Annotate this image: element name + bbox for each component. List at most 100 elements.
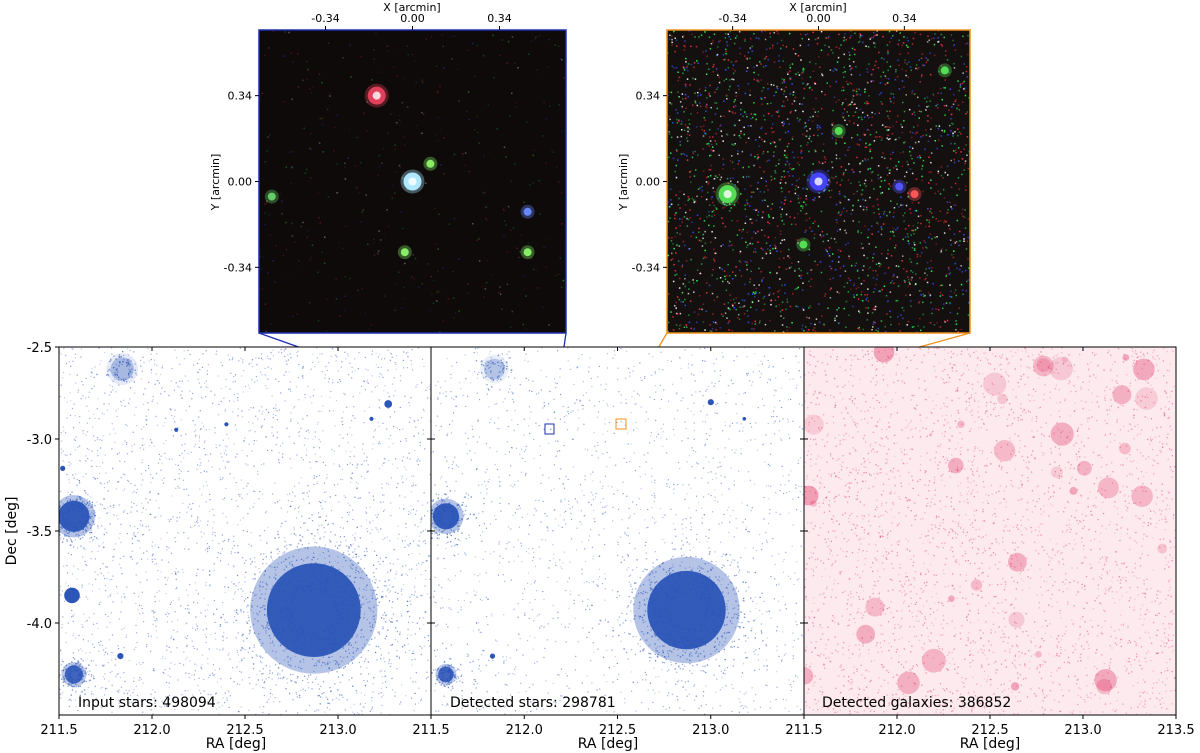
- star-point: [424, 636, 426, 639]
- star-point: [237, 588, 239, 590]
- noise-pixel: [688, 123, 691, 125]
- star-point: [248, 677, 250, 679]
- noise-pixel: [902, 151, 905, 153]
- star-point: [78, 649, 80, 651]
- star-point: [267, 449, 269, 451]
- star-point: [366, 471, 368, 473]
- star-point: [371, 541, 373, 543]
- noise-pixel: [857, 269, 859, 271]
- noise-pixel: [303, 127, 305, 129]
- noise-pixel: [889, 110, 891, 113]
- noise-pixel: [765, 180, 767, 183]
- star-point: [380, 692, 382, 694]
- noise-pixel: [753, 208, 755, 211]
- star-point: [246, 531, 248, 533]
- noise-pixel: [713, 178, 716, 180]
- star-point: [168, 694, 171, 697]
- star-point: [318, 709, 320, 711]
- star-point: [233, 394, 236, 396]
- noise-pixel: [730, 180, 732, 182]
- noise-pixel: [373, 58, 375, 61]
- zoom-y-tick-label: 0.34: [228, 90, 253, 103]
- noise-pixel: [837, 261, 840, 263]
- star-point: [382, 494, 384, 496]
- noise-pixel: [688, 119, 690, 121]
- star-point: [227, 354, 229, 356]
- star-point: [73, 633, 75, 635]
- noise-pixel: [846, 210, 848, 212]
- noise-pixel: [894, 247, 896, 249]
- star-point: [212, 674, 214, 676]
- noise-pixel: [911, 247, 914, 249]
- noise-pixel: [452, 297, 455, 299]
- noise-pixel: [755, 292, 757, 294]
- noise-pixel: [478, 260, 481, 262]
- noise-pixel: [892, 93, 895, 95]
- noise-pixel: [773, 151, 775, 153]
- star-point: [80, 545, 82, 547]
- star-point: [347, 663, 349, 665]
- noise-pixel: [760, 271, 762, 273]
- noise-pixel: [839, 214, 842, 217]
- star-point: [403, 508, 405, 510]
- star-point: [229, 473, 231, 475]
- star-point: [279, 701, 281, 703]
- noise-pixel: [722, 168, 724, 170]
- star-point: [407, 544, 409, 546]
- star-point: [189, 390, 191, 392]
- star-point: [106, 512, 108, 514]
- noise-pixel: [827, 53, 829, 56]
- star-point: [222, 439, 224, 441]
- star-point: [425, 677, 427, 680]
- zoom-y-tick-label: 0.00: [636, 176, 661, 189]
- star-point: [339, 434, 341, 436]
- noise-pixel: [510, 326, 512, 328]
- noise-pixel: [935, 125, 937, 127]
- noise-pixel: [781, 284, 783, 287]
- noise-pixel: [809, 135, 811, 138]
- star-point: [109, 433, 111, 435]
- noise-pixel: [873, 31, 875, 34]
- star-point: [197, 684, 199, 687]
- noise-pixel: [941, 129, 943, 132]
- noise-pixel: [795, 223, 797, 226]
- noise-pixel: [528, 53, 530, 55]
- star-point: [204, 454, 206, 456]
- noise-pixel: [711, 121, 713, 123]
- noise-pixel: [772, 44, 774, 47]
- noise-pixel: [691, 156, 694, 159]
- noise-pixel: [335, 278, 337, 280]
- star-point: [146, 644, 148, 646]
- noise-pixel: [963, 87, 966, 89]
- star-point: [303, 661, 305, 663]
- star-point: [186, 488, 188, 490]
- star-point: [96, 622, 98, 625]
- star-point: [133, 490, 135, 492]
- noise-pixel: [688, 281, 690, 283]
- star-point: [235, 456, 237, 458]
- star-point: [291, 680, 293, 682]
- noise-pixel: [892, 227, 895, 230]
- noise-pixel: [789, 67, 792, 69]
- star-point: [126, 453, 129, 455]
- zoom-y-tick-label: 0.34: [636, 90, 661, 103]
- star-point: [297, 711, 299, 714]
- noise-pixel: [919, 317, 921, 320]
- star-point: [359, 568, 361, 570]
- noise-pixel: [726, 317, 728, 319]
- noise-pixel: [753, 231, 755, 233]
- noise-pixel: [831, 253, 834, 255]
- noise-pixel: [709, 324, 711, 326]
- noise-pixel: [762, 152, 764, 155]
- noise-pixel: [474, 129, 476, 131]
- star-point: [174, 663, 176, 665]
- star-point: [83, 534, 85, 536]
- noise-pixel: [404, 262, 406, 265]
- star-point: [77, 660, 79, 662]
- noise-pixel: [699, 102, 701, 104]
- star-point: [241, 497, 243, 499]
- noise-pixel: [761, 229, 763, 231]
- star-point: [381, 464, 383, 466]
- noise-pixel: [728, 321, 730, 323]
- noise-pixel: [342, 247, 344, 250]
